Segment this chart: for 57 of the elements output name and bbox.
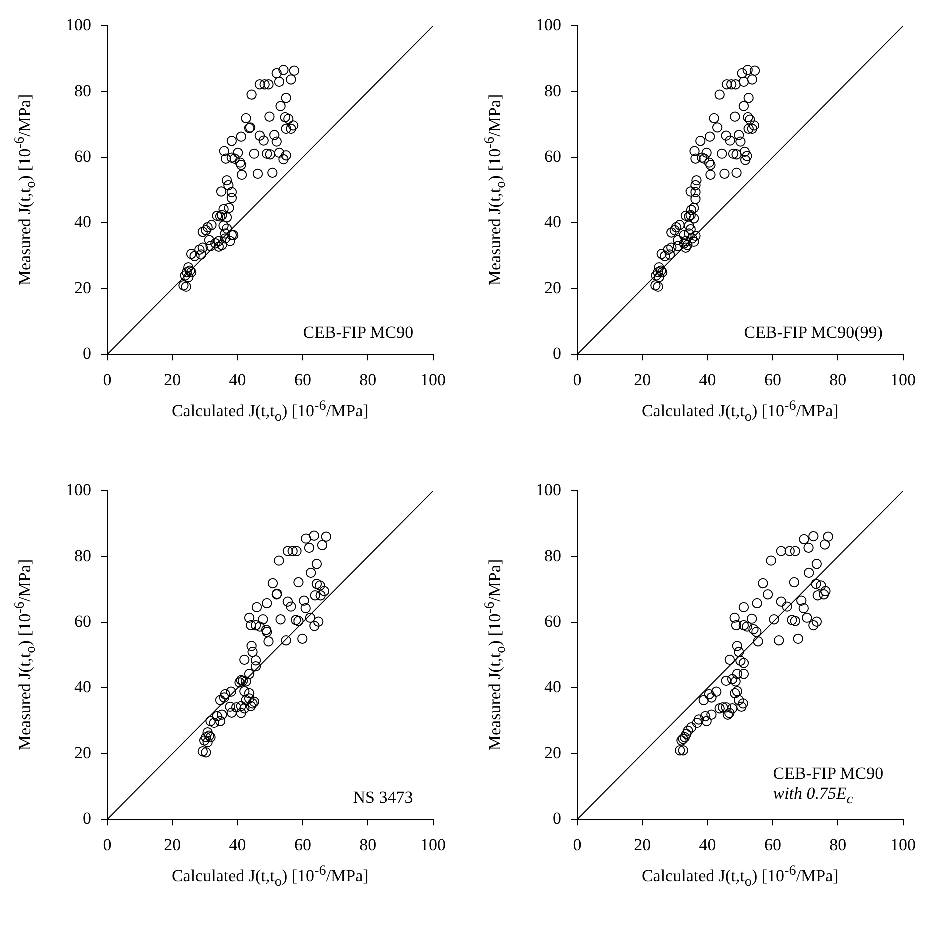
x-tick-label: 40 [229, 835, 246, 854]
y-tick-label: 40 [544, 212, 562, 232]
y-tick-label: 40 [544, 678, 562, 697]
x-tick-label: 100 [420, 835, 446, 854]
x-tick-label: 80 [830, 370, 847, 390]
x-tick-label: 40 [699, 835, 716, 854]
x-tick-label: 80 [360, 835, 377, 854]
y-tick-label: 100 [536, 16, 562, 35]
x-tick-label: 80 [360, 370, 377, 390]
x-axis-title: Calculated J(t,t$_{o}$) [10$^{-6}$/MPa] [642, 863, 839, 892]
x-tick-label: 60 [294, 835, 312, 854]
x-tick-label: 40 [699, 370, 716, 390]
x-tick-label: 20 [164, 835, 182, 854]
x-tick-label: 20 [634, 835, 652, 854]
y-tick-label: 40 [74, 212, 92, 232]
x-tick-label: 60 [764, 370, 782, 390]
y-tick-label: 20 [544, 278, 562, 298]
x-tick-label: 100 [420, 370, 446, 390]
annotation: NS 3473 [353, 788, 414, 808]
y-tick-label: 20 [74, 743, 92, 762]
y-tick-label: 100 [536, 480, 562, 500]
annotation: CEB-FIP MC90(99) [744, 322, 883, 343]
x-tick-label: 20 [164, 370, 182, 390]
x-axis-title: Calculated J(t,t$_{o}$) [10$^{-6}$/MPa] [172, 398, 369, 426]
x-tick-label: 100 [890, 370, 916, 390]
y-tick-label: 0 [83, 809, 92, 828]
annotation: CEB-FIP MC90 [773, 764, 884, 784]
y-tick-label: 60 [74, 147, 92, 166]
annotation: with 0.75E$_{c}$ [773, 784, 854, 808]
y-tick-label: 60 [74, 612, 92, 632]
x-tick-label: 60 [294, 370, 312, 390]
x-tick-label: 40 [229, 370, 246, 390]
x-tick-label: 80 [830, 835, 847, 854]
x-tick-label: 60 [764, 835, 782, 854]
x-axis-title: Calculated J(t,t$_{o}$) [10$^{-6}$/MPa] [642, 398, 839, 426]
y-tick-label: 100 [66, 480, 92, 500]
x-tick-label: 0 [573, 370, 582, 390]
annotation: CEB-FIP MC90 [303, 322, 414, 343]
y-tick-label: 60 [544, 147, 562, 166]
x-tick-label: 0 [103, 835, 112, 854]
y-tick-label: 20 [544, 743, 562, 762]
y-tick-label: 80 [544, 81, 562, 100]
y-tick-label: 80 [544, 546, 562, 566]
y-tick-label: 40 [74, 678, 92, 697]
y-tick-label: 0 [83, 344, 92, 364]
y-tick-label: 60 [544, 612, 562, 632]
x-axis-title: Calculated J(t,t$_{o}$) [10$^{-6}$/MPa] [172, 863, 369, 892]
y-tick-label: 0 [553, 809, 562, 828]
y-tick-label: 100 [66, 16, 92, 35]
y-tick-label: 0 [553, 344, 562, 364]
y-tick-label: 80 [74, 81, 92, 100]
x-tick-label: 20 [634, 370, 652, 390]
y-tick-label: 80 [74, 546, 92, 566]
x-tick-label: 0 [103, 370, 112, 390]
x-tick-label: 100 [890, 835, 916, 854]
y-tick-label: 20 [74, 278, 92, 298]
x-tick-label: 0 [573, 835, 582, 854]
